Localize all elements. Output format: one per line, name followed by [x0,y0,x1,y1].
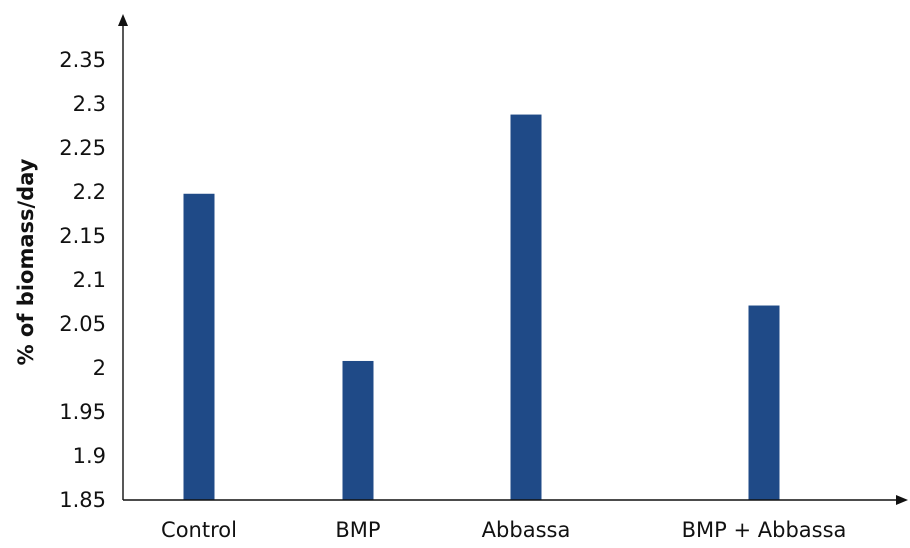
x-category-label: BMP + Abbassa [682,518,847,542]
y-tick-label: 2.05 [59,312,106,336]
bar [342,360,374,500]
x-axis-categories: Control BMP Abbassa BMP + Abbassa [161,518,846,542]
y-tick-label: 1.95 [59,400,106,424]
x-axis-arrow [896,495,908,505]
bar [510,114,542,500]
y-tick-label: 2 [93,356,106,380]
y-tick-label: 1.85 [59,488,106,512]
y-tick-label: 2.1 [73,268,106,292]
x-category-label: BMP [335,518,380,542]
x-category-label: Abbassa [482,518,571,542]
y-axis-ticks: 1.85 1.9 1.95 2 2.05 2.1 2.15 2.2 2.25 2.3 2.35 [59,48,106,512]
y-tick-label: 2.35 [59,48,106,72]
y-tick-label: 2.3 [73,92,106,116]
axes [118,14,908,505]
y-tick-label: 2.25 [59,136,106,160]
y-axis-arrow [118,14,128,26]
x-category-label: Control [161,518,237,542]
y-axis-label: % of biomass/day [14,158,38,365]
y-tick-label: 1.9 [73,444,106,468]
y-tick-label: 2.15 [59,224,106,248]
bar [748,305,780,500]
bar [183,193,215,500]
y-tick-label: 2.2 [73,180,106,204]
bars [183,114,780,500]
